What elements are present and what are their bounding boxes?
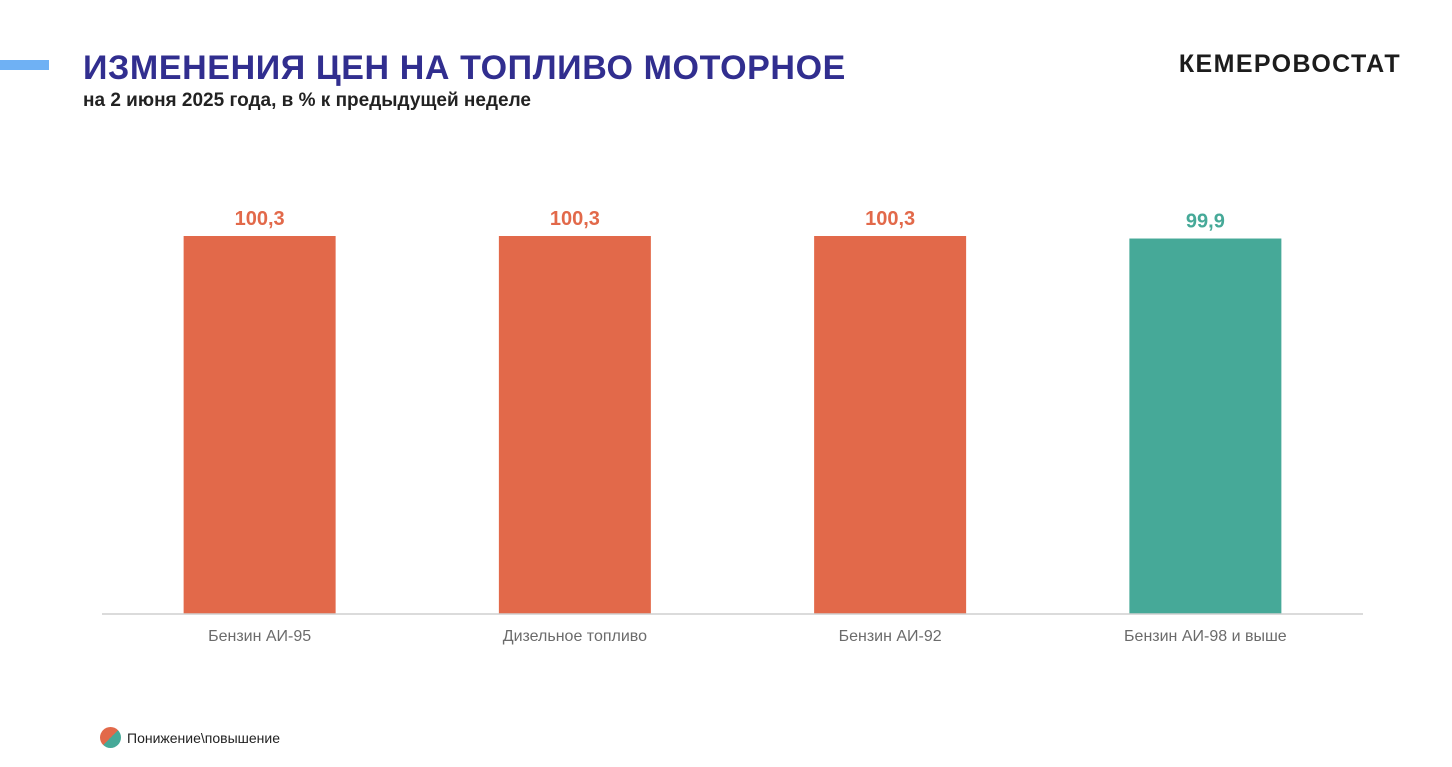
chart-subtitle: на 2 июня 2025 года, в % к предыдущей не… bbox=[83, 90, 531, 111]
chart-title: ИЗМЕНЕНИЯ ЦЕН НА ТОПЛИВО МОТОРНОЕ bbox=[83, 49, 846, 87]
x-tick-label: Бензин АИ-98 и выше bbox=[1124, 628, 1287, 645]
logo: КЕМЕРОВОСТАТ bbox=[1178, 50, 1401, 78]
x-tick-label: Дизельное топливо bbox=[503, 628, 647, 645]
accent-bar bbox=[0, 60, 49, 70]
legend-swatch bbox=[100, 727, 121, 748]
data-label: 100,3 bbox=[865, 208, 915, 230]
legend-label: Понижение\повышение bbox=[127, 729, 281, 746]
bar bbox=[1129, 238, 1282, 614]
data-label: 100,3 bbox=[235, 208, 285, 230]
data-label: 100,3 bbox=[550, 208, 600, 230]
bar bbox=[814, 236, 967, 614]
bar bbox=[183, 236, 336, 614]
x-tick-label: Бензин АИ-92 bbox=[839, 628, 942, 645]
bar bbox=[498, 236, 651, 614]
x-tick-label: Бензин АИ-95 bbox=[208, 628, 311, 645]
data-label: 99,9 bbox=[1186, 211, 1225, 233]
legend: Понижение\повышение bbox=[100, 727, 280, 748]
